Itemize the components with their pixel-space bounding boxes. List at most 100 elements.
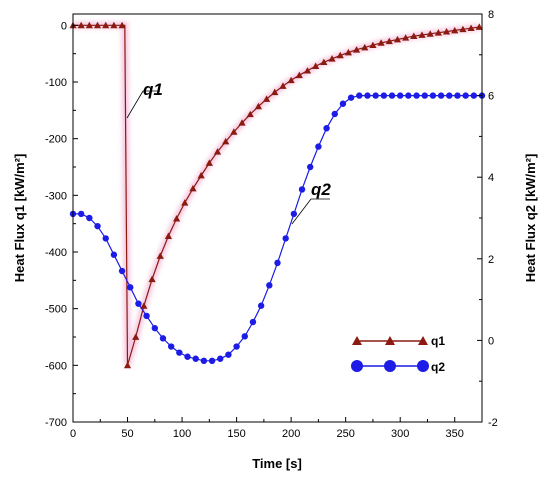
legend-q1-marker xyxy=(418,336,428,345)
q2-point xyxy=(127,284,134,291)
q1-point xyxy=(173,214,181,222)
q2-point xyxy=(102,235,109,242)
legend-q2-marker xyxy=(351,360,363,372)
legend: q1 q2 xyxy=(351,334,445,374)
q2-point xyxy=(110,251,118,258)
q1-point xyxy=(402,34,410,41)
q2-point xyxy=(225,351,232,358)
y-left-axis-title: Heat Flux q1 [kW/m²] xyxy=(12,154,27,283)
q2-point xyxy=(143,312,150,320)
q1-point xyxy=(118,21,126,29)
y-left-tick-label: 0 xyxy=(61,20,67,32)
q2-point xyxy=(323,125,330,132)
x-tick-label: 200 xyxy=(282,428,300,440)
x-tick-label: 100 xyxy=(173,428,191,440)
q2-point xyxy=(446,92,453,99)
legend-q1-label: q1 xyxy=(431,334,445,348)
y-right-axis-title: Heat Flux q2 [kW/m²] xyxy=(523,154,538,283)
q2-point xyxy=(282,235,289,242)
y-right-tick-label: 8 xyxy=(488,9,494,21)
q2-point xyxy=(151,324,158,332)
y-left-tick-label: -400 xyxy=(45,247,67,259)
series-layer xyxy=(69,21,486,369)
q1-point xyxy=(271,88,279,96)
q1-point xyxy=(148,275,156,283)
q2-point xyxy=(372,92,379,99)
q1-point xyxy=(197,171,205,179)
q2-point xyxy=(135,300,142,307)
q2-point xyxy=(94,222,101,230)
q2-point xyxy=(266,282,273,289)
y-right-tick-label: 4 xyxy=(488,172,494,184)
q1-point xyxy=(451,26,459,34)
annotation-q1-label: q1 xyxy=(143,80,163,99)
q2-point xyxy=(339,100,347,107)
q2-point xyxy=(159,335,167,342)
q2-point xyxy=(200,357,208,364)
q1-point xyxy=(475,23,483,30)
y-right-tick-label: 6 xyxy=(488,91,494,103)
q1-point xyxy=(85,21,93,29)
q1-point xyxy=(312,62,320,70)
q1-point xyxy=(262,95,271,102)
q1-point xyxy=(410,32,418,39)
q1-point xyxy=(189,184,197,192)
q2-point xyxy=(331,110,338,118)
q1-point xyxy=(222,137,230,145)
y-right-tick-label: 0 xyxy=(488,335,494,347)
q2-point xyxy=(298,186,306,193)
q2-point xyxy=(176,349,183,356)
q2-point xyxy=(290,210,298,218)
x-tick-label: 350 xyxy=(446,428,464,440)
q1-point xyxy=(205,159,213,166)
q2-point xyxy=(429,92,437,99)
q1-point xyxy=(110,21,118,29)
q2-point xyxy=(118,267,126,275)
q1-point xyxy=(344,48,352,56)
q1-point xyxy=(287,76,295,84)
q1-point xyxy=(377,39,385,46)
q1-point xyxy=(123,361,132,369)
q1-point xyxy=(77,21,85,29)
q1-point xyxy=(385,37,393,45)
q1-point xyxy=(279,82,287,89)
legend-q2-marker xyxy=(417,360,429,372)
q2-point xyxy=(257,302,265,309)
q2-point xyxy=(405,92,412,99)
q2-point xyxy=(307,163,314,171)
series-line-q1 xyxy=(73,24,480,366)
q2-point xyxy=(421,92,428,99)
q2-point xyxy=(77,210,85,218)
q1-point xyxy=(467,24,475,32)
x-axis-title: Time [s] xyxy=(252,456,302,471)
q2-point xyxy=(274,259,281,267)
q1-point xyxy=(303,67,312,74)
q1-point xyxy=(320,58,328,66)
y-left-tick-label: -700 xyxy=(45,417,67,429)
annotation-q2-label: q2 xyxy=(311,180,331,199)
q1-point xyxy=(361,43,369,51)
legend-q2-label: q2 xyxy=(431,360,445,374)
q2-point xyxy=(454,92,461,99)
q1-point xyxy=(328,55,336,62)
q1-point xyxy=(213,148,222,155)
q1-point xyxy=(352,46,361,53)
q2-point xyxy=(167,343,175,350)
q1-point xyxy=(393,35,402,43)
q1-point xyxy=(102,21,110,29)
q2-point xyxy=(437,92,445,99)
legend-q2-marker xyxy=(384,360,396,372)
q2-point xyxy=(380,92,388,99)
q2-point xyxy=(241,333,248,340)
x-tick-label: 0 xyxy=(70,428,76,440)
q1-point xyxy=(254,102,263,110)
q2-point xyxy=(233,343,240,350)
q1-point xyxy=(295,71,303,79)
x-tick-label: 300 xyxy=(391,428,409,440)
q1-point xyxy=(369,41,377,49)
q1-point xyxy=(164,232,173,240)
q1-point xyxy=(418,31,426,38)
q1-point xyxy=(181,199,189,206)
q2-point xyxy=(184,353,191,360)
